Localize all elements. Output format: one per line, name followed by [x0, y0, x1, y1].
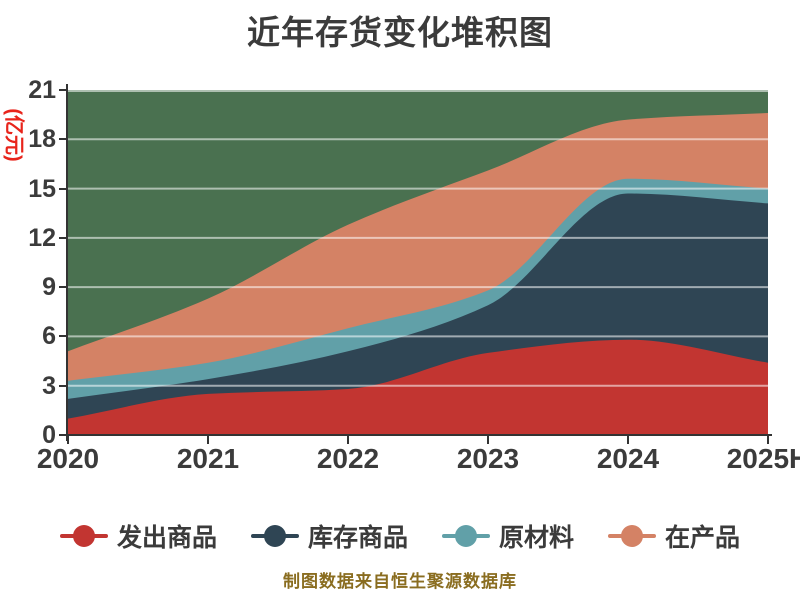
x-tick-label-2021: 2021 — [176, 443, 240, 474]
legend-line-dot-icon — [442, 524, 490, 548]
x-tick-label-2025H: 2025H — [726, 443, 800, 474]
legend-label: 发出商品 — [116, 524, 217, 552]
x-tick-mark-2025H — [767, 436, 769, 444]
y-tick-mark-0 — [59, 434, 66, 436]
data-source-note: 制图数据来自恒生聚源数据库 — [283, 572, 517, 591]
y-tick-label-21: 21 — [28, 76, 56, 104]
y-tick-label-12: 12 — [28, 223, 56, 252]
stacked-area-svg — [68, 90, 768, 435]
legend-label: 在产品 — [665, 524, 741, 552]
y-tick-label-6: 6 — [42, 322, 56, 351]
legend-label: 库存商品 — [307, 524, 408, 552]
y-tick-mark-9 — [59, 286, 66, 289]
y-tick-mark-15 — [59, 187, 66, 190]
x-tick-label-2024: 2024 — [596, 443, 660, 474]
legend-item-2[interactable]: 原材料 — [442, 518, 574, 554]
y-tick-label-3: 3 — [42, 371, 56, 400]
legend-line-dot-icon — [59, 524, 108, 548]
chart-title: 近年存货变化堆积图 — [247, 14, 553, 51]
x-tick-mark-2021 — [207, 436, 209, 444]
y-tick-mark-18 — [59, 138, 66, 141]
x-tick-mark-2022 — [347, 436, 349, 444]
area-series-0-0 — [68, 339, 768, 435]
x-axis-line — [64, 434, 772, 436]
x-tick-label-2022: 2022 — [316, 443, 380, 474]
y-tick-mark-21 — [59, 89, 66, 91]
x-tick-mark-2024 — [627, 436, 629, 444]
x-tick-label-2020: 2020 — [36, 443, 100, 474]
y-tick-mark-6 — [59, 335, 66, 338]
legend-item-1[interactable]: 库存商品 — [250, 518, 408, 554]
legend-item-3[interactable]: 在产品 — [608, 518, 740, 554]
y-tick-mark-12 — [59, 236, 66, 239]
legend-line-dot-icon — [250, 524, 299, 548]
legend-line-dot-icon — [608, 524, 657, 548]
x-tick-mark-2023 — [487, 436, 489, 444]
x-tick-mark-2020 — [67, 436, 69, 444]
y-tick-label-15: 15 — [28, 174, 56, 203]
y-tick-label-0: 0 — [42, 421, 56, 449]
y-axis-line — [66, 84, 68, 441]
y-tick-mark-3 — [59, 384, 66, 387]
plot-area — [68, 90, 768, 435]
legend-item-0[interactable]: 发出商品 — [59, 518, 217, 554]
y-tick-label-9: 9 — [42, 273, 56, 302]
legend-label: 原材料 — [499, 524, 575, 552]
x-tick-label-2023: 2023 — [456, 443, 520, 474]
legend: 发出商品 库存商品 原材料 在产品 — [0, 516, 800, 556]
y-tick-label-18: 18 — [28, 125, 56, 154]
